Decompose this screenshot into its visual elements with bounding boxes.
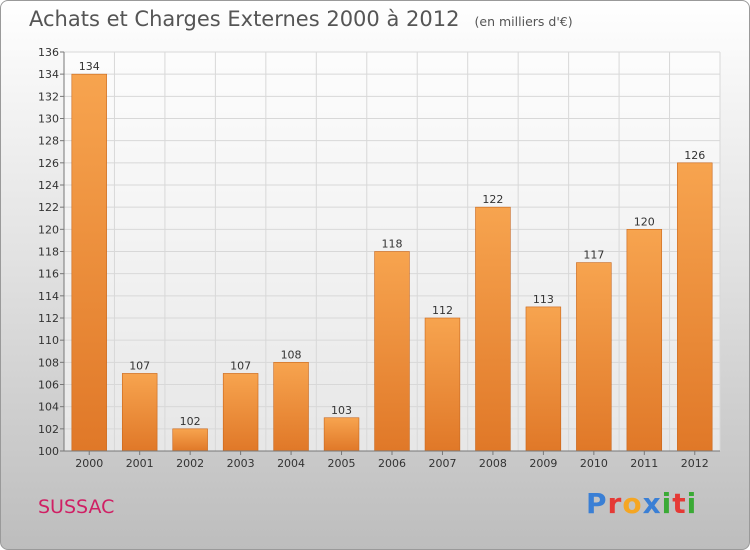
- bar-2011: [626, 229, 663, 452]
- bar-2010: [576, 262, 612, 452]
- value-label-2002: 102: [180, 415, 201, 428]
- brand-letter: i: [686, 487, 698, 520]
- y-tick-label: 130: [38, 113, 59, 126]
- y-tick-label: 102: [38, 423, 59, 436]
- chart-title: Achats et Charges Externes 2000 à 2012: [29, 7, 460, 31]
- value-label-2011: 120: [634, 215, 655, 228]
- brand-letter: P: [586, 487, 608, 520]
- value-label-2012: 126: [684, 149, 705, 162]
- bar-2004: [273, 362, 309, 452]
- x-tick-label-2010: 2010: [580, 457, 608, 470]
- value-label-2007: 112: [432, 304, 453, 317]
- x-tick-label-2000: 2000: [75, 457, 103, 470]
- value-label-2010: 117: [583, 249, 604, 262]
- y-tick-label: 134: [38, 68, 59, 81]
- bar-2005: [323, 417, 360, 452]
- y-tick-label: 100: [38, 445, 59, 458]
- brand-letter: x: [642, 487, 662, 520]
- y-tick-label: 118: [38, 246, 59, 259]
- value-label-2009: 113: [533, 293, 554, 306]
- bar-2007: [424, 317, 461, 452]
- x-tick-label-2012: 2012: [681, 457, 709, 470]
- x-tick-label-2001: 2001: [126, 457, 154, 470]
- bar-2003: [222, 373, 259, 452]
- brand-letter: r: [607, 487, 623, 520]
- bar-2009: [525, 306, 562, 452]
- chart-unit: (en milliers d'€): [474, 14, 573, 29]
- bar-2000: [71, 73, 107, 452]
- y-tick-label: 116: [38, 268, 59, 281]
- y-tick-label: 132: [38, 90, 59, 103]
- x-tick-label-2007: 2007: [428, 457, 456, 470]
- x-tick-label-2005: 2005: [328, 457, 356, 470]
- x-tick-label-2004: 2004: [277, 457, 305, 470]
- bar-2008: [475, 206, 511, 452]
- brand-letter: o: [622, 487, 643, 520]
- y-tick-label: 120: [38, 223, 59, 236]
- y-tick-label: 136: [38, 46, 59, 59]
- title-row: Achats et Charges Externes 2000 à 2012 (…: [29, 7, 573, 31]
- labels: 100 102 104 106 108 110 112 114 116 118 120 122 124 1…: [38, 46, 709, 470]
- bar-2006: [374, 251, 410, 452]
- bar-2012: [677, 162, 713, 452]
- value-label-2004: 108: [281, 348, 302, 361]
- axes: [60, 51, 720, 455]
- y-tick-label: 110: [38, 334, 59, 347]
- y-tick-label: 114: [38, 290, 59, 303]
- y-tick-label: 126: [38, 157, 59, 170]
- x-tick-label-2002: 2002: [176, 457, 204, 470]
- y-tick-label: 108: [38, 356, 59, 369]
- y-tick-label: 122: [38, 201, 59, 214]
- x-tick-label-2011: 2011: [630, 457, 658, 470]
- value-label-2008: 122: [482, 193, 503, 206]
- bars: [71, 73, 713, 452]
- bar-2002: [172, 428, 208, 452]
- y-tick-label: 112: [38, 312, 59, 325]
- x-tick-label-2008: 2008: [479, 457, 507, 470]
- brand-letter: t: [672, 487, 687, 520]
- y-tick-label: 104: [38, 401, 59, 414]
- commune-name: SUSSAC: [38, 496, 115, 518]
- value-label-2001: 107: [129, 359, 150, 372]
- x-tick-label-2006: 2006: [378, 457, 406, 470]
- bar-2001: [121, 373, 158, 452]
- value-label-2000: 134: [79, 60, 100, 73]
- x-tick-label-2003: 2003: [227, 457, 255, 470]
- value-label-2006: 118: [382, 238, 403, 251]
- value-label-2005: 103: [331, 404, 352, 417]
- y-tick-label: 128: [38, 135, 59, 148]
- proxiti-logo: Proxiti: [586, 487, 697, 520]
- x-tick-label-2009: 2009: [529, 457, 557, 470]
- y-tick-label: 106: [38, 379, 59, 392]
- y-tick-label: 124: [38, 179, 59, 192]
- value-label-2003: 107: [230, 359, 251, 372]
- brand-letter: i: [661, 487, 673, 520]
